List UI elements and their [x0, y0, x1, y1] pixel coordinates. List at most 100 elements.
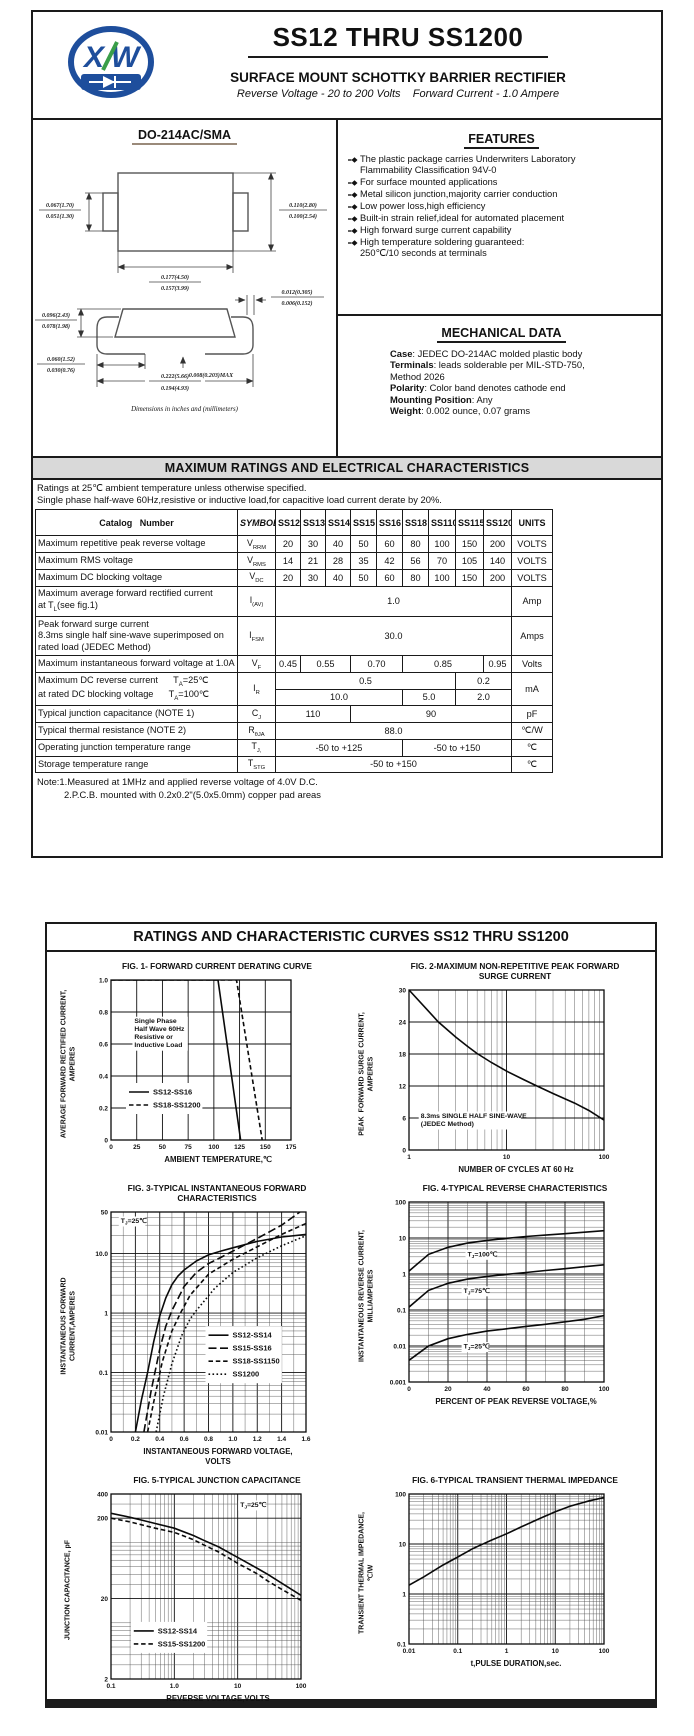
value-cell: 0.70: [350, 655, 403, 674]
svg-text:10: 10: [552, 1648, 560, 1655]
unit-cell: VOLTS: [511, 552, 553, 570]
figure-5-ylabel: JUNCTION CAPACITANCE, pF: [64, 1540, 72, 1641]
svg-text:1.0: 1.0: [99, 977, 108, 984]
svg-text:10.0: 10.0: [95, 1251, 108, 1258]
title-underline: [248, 56, 548, 58]
svg-text:100: 100: [296, 1683, 307, 1690]
dim-lead-thickness-mm: 0.006(0.152): [282, 300, 313, 307]
package-name: DO-214AC/SMA: [131, 128, 238, 145]
svg-text:80: 80: [561, 1386, 569, 1393]
unit-cell: Amps: [511, 616, 553, 657]
header: X W SS12 THRU SS1200 SURFACE MOUNT SCHOT…: [33, 12, 661, 118]
figure-2-ylabel: PEAK FORWARD SURGE CURRENT, AMPERES: [358, 1012, 374, 1136]
table-row: Operating junction temperature range TJ, -…: [35, 738, 553, 757]
svg-text:10: 10: [399, 1236, 407, 1243]
value-cell: 14: [275, 552, 301, 570]
figure-2-plot: 1 10 100 0 6 12 18 24 30 8.3ms SINGLE HALF SINE-W…: [399, 987, 610, 1161]
table-row: Maximum DC reverse current TA=25℃ at rate…: [35, 672, 553, 707]
symbol-cell: RθJA: [237, 722, 276, 740]
value-cell: -50 to +150: [402, 738, 512, 757]
value-cell: -50 to +125: [275, 738, 403, 757]
col-ss15: SS15: [350, 509, 377, 537]
figure-5-xlabel: REVERSE VOLTAGE,VOLTS: [166, 1693, 270, 1703]
value-cell: 56: [402, 552, 429, 570]
ratings-intro: Ratings at 25℃ ambient temperature unles…: [33, 480, 661, 509]
parameter-label: Typical thermal resistance (NOTE 2): [35, 722, 238, 740]
svg-text:0.6: 0.6: [99, 1041, 108, 1048]
page1-box: X W SS12 THRU SS1200 SURFACE MOUNT SCHOT…: [31, 10, 663, 858]
feature-item: Low power loss,high efficiency: [348, 201, 655, 212]
dim-profile-height-in: 0.096(2.43): [42, 312, 70, 319]
mech-line-terminals: Terminals: leads solderable per MIL-STD-…: [390, 359, 585, 371]
value-cell: 80: [402, 568, 429, 587]
svg-text:1: 1: [104, 1311, 108, 1318]
svg-text:TJ=25℃: TJ=25℃: [464, 1343, 490, 1353]
svg-text:0.01: 0.01: [403, 1648, 416, 1655]
value-cell: 2.0: [455, 688, 512, 707]
note-1: Note:1.Measured at 1MHz and applied reve…: [37, 776, 318, 788]
value-cell: 150: [455, 568, 484, 587]
svg-text:50: 50: [101, 1209, 109, 1216]
svg-text:0.1: 0.1: [397, 1641, 406, 1648]
svg-text:12: 12: [399, 1083, 407, 1090]
mechanical-section: MECHANICAL DATA Case: JEDEC DO-214AC mol…: [338, 316, 661, 417]
svg-text:100: 100: [599, 1154, 610, 1161]
table-row: 10.0 5.0 2.0: [36, 688, 553, 707]
svg-text:0.4: 0.4: [155, 1436, 164, 1443]
figure-4-title: FIG. 4-TYPICAL REVERSE CHARACTERISTICS: [422, 1183, 608, 1194]
bullet-arrow-icon: [348, 239, 358, 246]
dim-body-width-mm: 0.157(3.99): [161, 285, 189, 292]
package-drawing: 0.067(1.70) 0.051(1.30) 0.110(2.80) 0.10…: [35, 172, 327, 392]
symbol-cell: VDC: [237, 568, 276, 587]
features-heading: FEATURES: [464, 132, 539, 149]
dim-foot-length-in: 0.060(1.52): [47, 356, 75, 363]
parameter-label: Maximum DC blocking voltage: [35, 568, 238, 587]
figure-2: FIG. 2-MAXIMUM NON-REPETITIVE PEAK FORWA…: [355, 961, 647, 1174]
svg-text:1.4: 1.4: [277, 1436, 286, 1443]
svg-text:SS18-SS1200: SS18-SS1200: [153, 1100, 201, 1109]
figure-6-ylabel: TRANSIENT THERMAL IMPEDANCE, ℃/W: [358, 1511, 374, 1634]
svg-text:400: 400: [97, 1491, 108, 1498]
figure-5-title: FIG. 5-TYPICAL JUNCTION CAPACITANCE: [133, 1474, 301, 1485]
svg-text:30: 30: [399, 987, 407, 994]
symbol-cell: VF: [237, 655, 276, 674]
dim-body-width-in: 0.177(4.50): [161, 274, 189, 281]
value-cell: 35: [350, 552, 377, 570]
page-tagline: Reverse Voltage - 20 to 200 Volts Forwar…: [236, 88, 560, 100]
figure-4: FIG. 4-TYPICAL REVERSE CHARACTERISTICS I…: [355, 1183, 647, 1406]
value-cell: 40: [325, 568, 351, 587]
ratings-table: Catalog Number SYMBOLS SS12 SS13 SS14 SS…: [35, 509, 553, 774]
svg-text:100: 100: [395, 1200, 406, 1207]
value-cell: 110: [275, 705, 351, 724]
symbol-cell: IFSM: [237, 616, 276, 657]
unit-cell: VOLTS: [511, 535, 553, 554]
svg-text:0: 0: [402, 1147, 406, 1154]
col-ss110: SS110: [428, 509, 456, 537]
svg-text:Resistive or: Resistive or: [134, 1034, 173, 1041]
unit-cell: Volts: [511, 655, 553, 674]
svg-text:100: 100: [395, 1491, 406, 1498]
ratings-intro-line2: Single phase half-wave 60Hz,resistive or…: [37, 494, 442, 506]
col-units: UNITS: [511, 509, 553, 537]
figures-grid: FIG. 1- FORWARD CURRENT DERATING CURVE A…: [47, 952, 655, 1703]
mech-line-method: Method 2026: [390, 370, 445, 382]
col-ss13: SS13: [300, 509, 326, 537]
unit-cell: mA: [511, 672, 553, 707]
figure-6-title: FIG. 6-TYPICAL TRANSIENT THERMAL IMPEDAN…: [412, 1474, 618, 1485]
parameter-label: Maximum average forward rectified curren…: [35, 585, 238, 618]
figure-2-title: FIG. 2-MAXIMUM NON-REPETITIVE PEAK FORWA…: [410, 961, 620, 981]
svg-text:40: 40: [483, 1386, 491, 1393]
value-cell: 30.0: [275, 616, 512, 657]
figure-3-ylabel: INSTANTANEOUS FORWARD CURRENT,AMPERES: [60, 1277, 76, 1375]
col-ss1150: SS1150: [455, 509, 484, 537]
svg-text:60: 60: [522, 1386, 530, 1393]
svg-text:75: 75: [185, 1144, 193, 1151]
value-cell: 28: [325, 552, 351, 570]
value-cell: 0.45: [275, 655, 301, 674]
package-drawing-panel: DO-214AC/SMA: [33, 120, 338, 456]
svg-text:0.8: 0.8: [204, 1436, 213, 1443]
value-cell: 42: [376, 552, 403, 570]
svg-text:150: 150: [260, 1144, 271, 1151]
notes: Note:1.Measured at 1MHz and applied reve…: [33, 773, 661, 804]
dim-overall-width-in: 0.222(5.66): [161, 373, 189, 380]
